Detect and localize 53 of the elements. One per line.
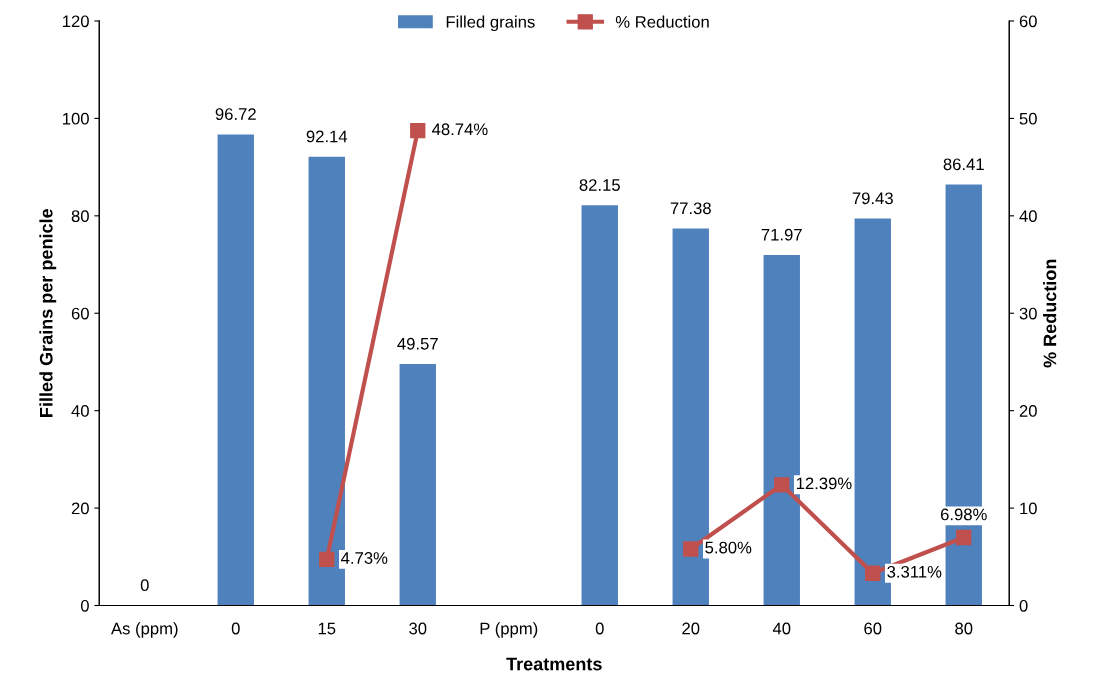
data-label: 4.73% xyxy=(341,552,388,564)
data-label: 12.39% xyxy=(796,477,852,490)
data-label: 96.72 xyxy=(215,108,256,120)
data-label: 6.98% xyxy=(940,508,987,521)
y2-tick-label: 10 xyxy=(1020,502,1037,515)
x-tick-label: P (ppm) xyxy=(480,622,538,638)
x-tick-label: 40 xyxy=(772,622,791,635)
y-tick-label: 20 xyxy=(71,502,89,515)
x-tick-label: 60 xyxy=(864,622,882,635)
y2-tick-label: 30 xyxy=(1019,307,1037,320)
point xyxy=(774,477,790,493)
x-tick-label: 15 xyxy=(318,622,336,635)
y2-axis-title: % Reduction xyxy=(1043,259,1057,368)
data-label: 92.14 xyxy=(306,130,348,143)
data-label: 82.15 xyxy=(579,179,620,191)
y-tick-label: 40 xyxy=(71,405,89,417)
y2-tick-label: 50 xyxy=(1019,112,1037,125)
x-tick-label: 0 xyxy=(231,622,240,635)
data-label: 3.311% xyxy=(887,565,942,578)
x-tick-label: As (ppm) xyxy=(111,622,178,638)
bar xyxy=(399,364,436,606)
y-tick-label: 60 xyxy=(71,307,89,320)
x-tick-label: 80 xyxy=(955,622,973,635)
x-axis-title: Treatments xyxy=(506,657,602,671)
point xyxy=(865,565,881,581)
x-tick-label: 30 xyxy=(409,622,427,635)
point xyxy=(956,529,972,546)
y-tick-label: 80 xyxy=(71,210,89,223)
point xyxy=(410,123,426,139)
data-label: 0 xyxy=(140,579,149,592)
y-tick-label: 120 xyxy=(63,15,89,28)
x-tick-label: 20 xyxy=(682,622,700,635)
legend-label: Filled grains xyxy=(446,15,535,32)
x-tick-label: 0 xyxy=(595,622,604,635)
y2-tick-label: 40 xyxy=(1019,210,1037,223)
y-axis-title: Filled Grains per penicle xyxy=(39,209,57,417)
data-label: 5.80% xyxy=(705,541,752,554)
point xyxy=(319,551,335,568)
data-label: 86.41 xyxy=(943,158,984,171)
y2-tick-label: 0 xyxy=(1019,599,1028,612)
bar xyxy=(581,205,618,606)
y-tick-label: 100 xyxy=(63,112,89,125)
y-tick-label: 0 xyxy=(80,599,89,612)
y2-tick-label: 60 xyxy=(1019,15,1037,28)
data-label: 77.38 xyxy=(670,202,711,215)
data-label: 48.74% xyxy=(432,123,488,136)
data-label: 71.97 xyxy=(761,228,802,241)
legend-label: % Reduction xyxy=(615,15,709,28)
data-label: 79.43 xyxy=(852,192,893,205)
bar xyxy=(217,134,254,606)
point xyxy=(683,541,699,557)
data-label: 49.57 xyxy=(397,337,438,350)
y2-tick-label: 20 xyxy=(1019,405,1037,417)
